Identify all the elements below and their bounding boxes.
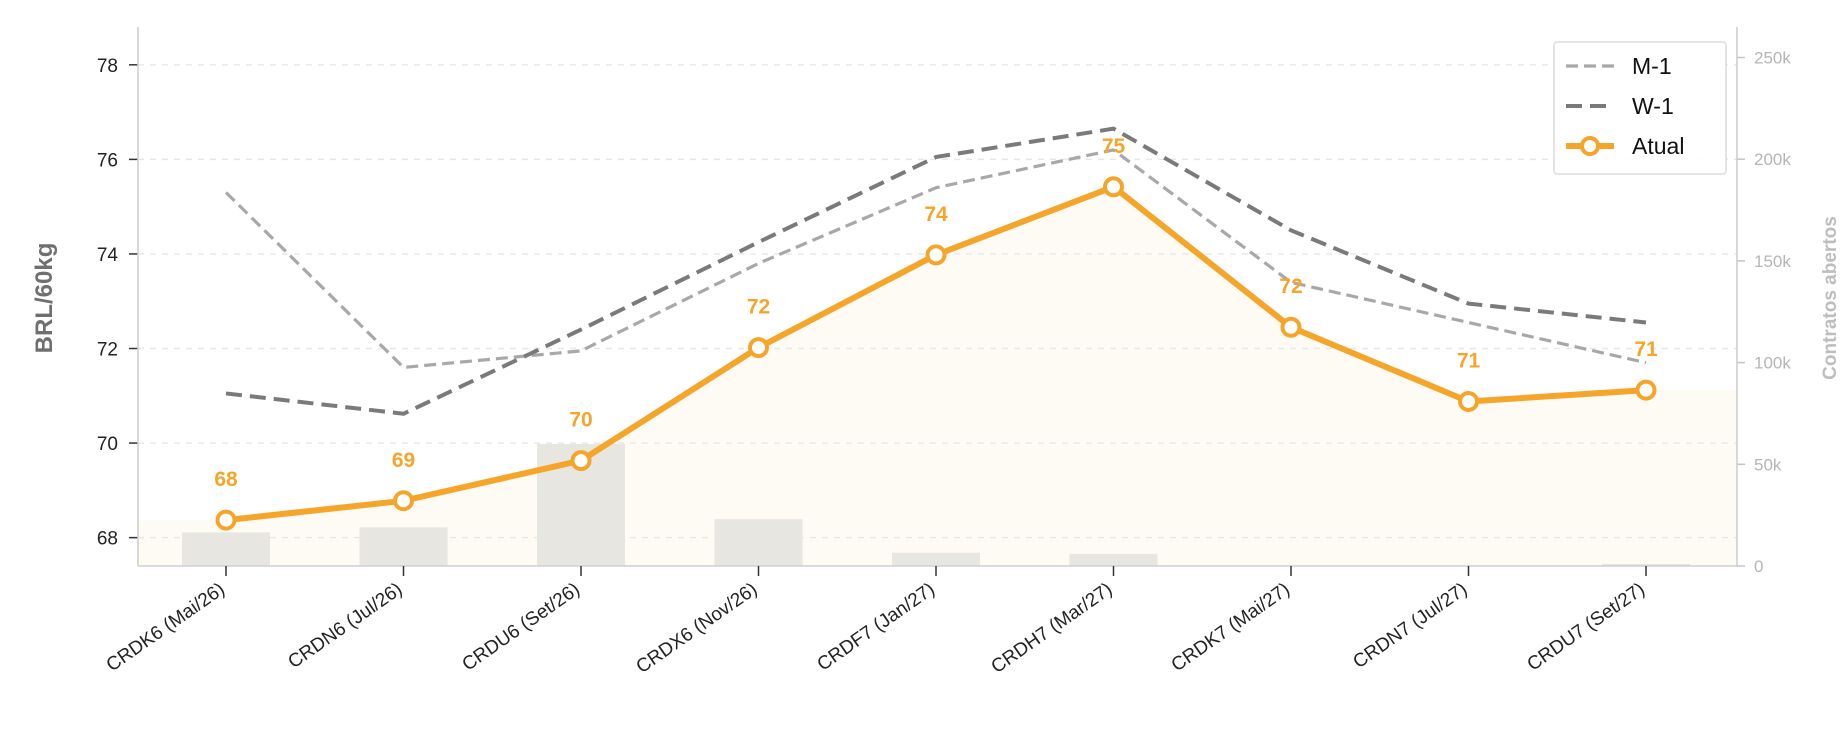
atual-data-label: 71 xyxy=(1457,349,1481,372)
y-tick-label: 78 xyxy=(97,56,118,77)
x-tick-label: CRDX6 (Nov/26) xyxy=(633,579,762,678)
open-interest-bar xyxy=(359,527,448,566)
x-tick-label: CRDN7 (Jul/27) xyxy=(1349,579,1471,673)
atual-point xyxy=(393,490,414,512)
atual-point xyxy=(570,450,592,472)
x-tick-label: CRDH7 (Mar/27) xyxy=(988,579,1117,678)
open-interest-bar xyxy=(1602,563,1690,566)
atual-data-label: 68 xyxy=(214,468,238,491)
atual-data-label: 75 xyxy=(1102,135,1126,158)
atual-data-label: 69 xyxy=(392,449,415,472)
x-tick-label: CRDK7 (Mai/27) xyxy=(1168,579,1294,676)
series-layer xyxy=(215,126,1657,531)
legend-label: M-1 xyxy=(1632,53,1672,79)
open-interest-bar xyxy=(1069,553,1158,566)
atual-data-label: 72 xyxy=(747,296,770,319)
legend: M-1 W-1 Atual xyxy=(1553,41,1727,175)
y2-tick-label: 100k xyxy=(1754,354,1791,373)
x-tick-label: CRDK6 (Mai/26) xyxy=(103,579,229,676)
atual-data-label: 74 xyxy=(924,203,948,226)
grid-layer xyxy=(138,64,1737,539)
y-tick-label: 68 xyxy=(97,529,118,550)
area-fill-layer xyxy=(138,186,1737,566)
y-axis-label: BRL/60kg xyxy=(31,243,58,354)
y2-tick-label: 50k xyxy=(1754,455,1782,474)
atual-point xyxy=(1280,316,1302,338)
y2-tick-label: 200k xyxy=(1754,150,1791,169)
y-tick-label: 72 xyxy=(97,340,118,361)
y2-tick-label: 0 xyxy=(1754,557,1763,576)
x-tick-label: CRDF7 (Jan/27) xyxy=(814,579,939,676)
atual-data-label: 72 xyxy=(1279,275,1302,298)
atual-data-label: 70 xyxy=(569,409,592,432)
y-tick-label: 74 xyxy=(97,245,119,266)
atual-point xyxy=(215,509,237,531)
x-tick-label: CRDU6 (Set/26) xyxy=(459,579,584,676)
y2-tick-label: 150k xyxy=(1754,252,1791,271)
atual-point xyxy=(1635,379,1657,401)
x-tick-label: CRDN6 (Jul/26) xyxy=(284,579,406,673)
atual-point xyxy=(1103,176,1124,198)
open-interest-bar xyxy=(892,552,980,566)
series-line-m-1 xyxy=(224,148,1647,370)
y2-tick-label: 250k xyxy=(1754,49,1791,68)
legend-label: Atual xyxy=(1632,133,1684,159)
series-line-w-1 xyxy=(225,126,1647,416)
atual-point xyxy=(925,244,947,266)
x-tick-label: CRDU7 (Set/27) xyxy=(1524,579,1649,676)
open-interest-bar xyxy=(714,519,803,566)
atual-data-label: 71 xyxy=(1634,338,1658,361)
atual-point xyxy=(748,337,769,359)
area-fill xyxy=(138,186,1737,566)
legend-label: W-1 xyxy=(1632,93,1674,119)
y-tick-label: 70 xyxy=(97,434,118,455)
y2-axis-label: Contratos abertos xyxy=(1820,216,1841,380)
atual-point xyxy=(1458,390,1479,412)
data-labels-layer: 68 69 70 72 74 75 72 71 71 xyxy=(214,135,1658,491)
y-tick-label: 76 xyxy=(97,150,118,171)
legend-marker xyxy=(1580,136,1600,156)
